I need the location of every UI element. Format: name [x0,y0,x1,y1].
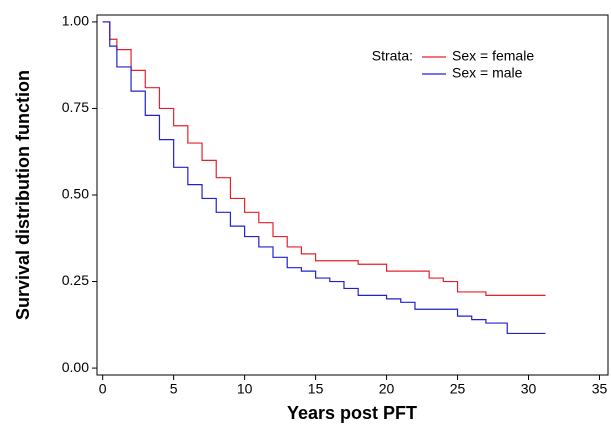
x-tick-label: 0 [99,381,107,397]
survival-curve [102,21,546,296]
x-tick-label: 5 [170,381,178,397]
x-tick-label: 10 [237,381,253,397]
y-tick-label: 0.25 [62,272,89,288]
legend-title: Strata: [372,48,413,64]
x-tick-label: 20 [379,381,395,397]
x-tick-label: 35 [592,381,608,397]
x-axis-title: Years post PFT [287,403,417,423]
survival-curve [102,21,546,335]
y-tick-label: 1.00 [62,13,89,29]
legend-label: Sex = male [452,65,523,81]
x-tick-label: 25 [450,381,466,397]
x-tick-label: 15 [308,381,324,397]
y-tick-label: 0.00 [62,359,89,375]
plot-frame [96,14,609,376]
legend-label: Sex = female [452,48,534,64]
y-tick-label: 0.75 [62,99,89,115]
y-axis-title: Survival distribution function [13,70,33,320]
x-tick-label: 30 [521,381,537,397]
y-tick-label: 0.50 [62,186,89,202]
